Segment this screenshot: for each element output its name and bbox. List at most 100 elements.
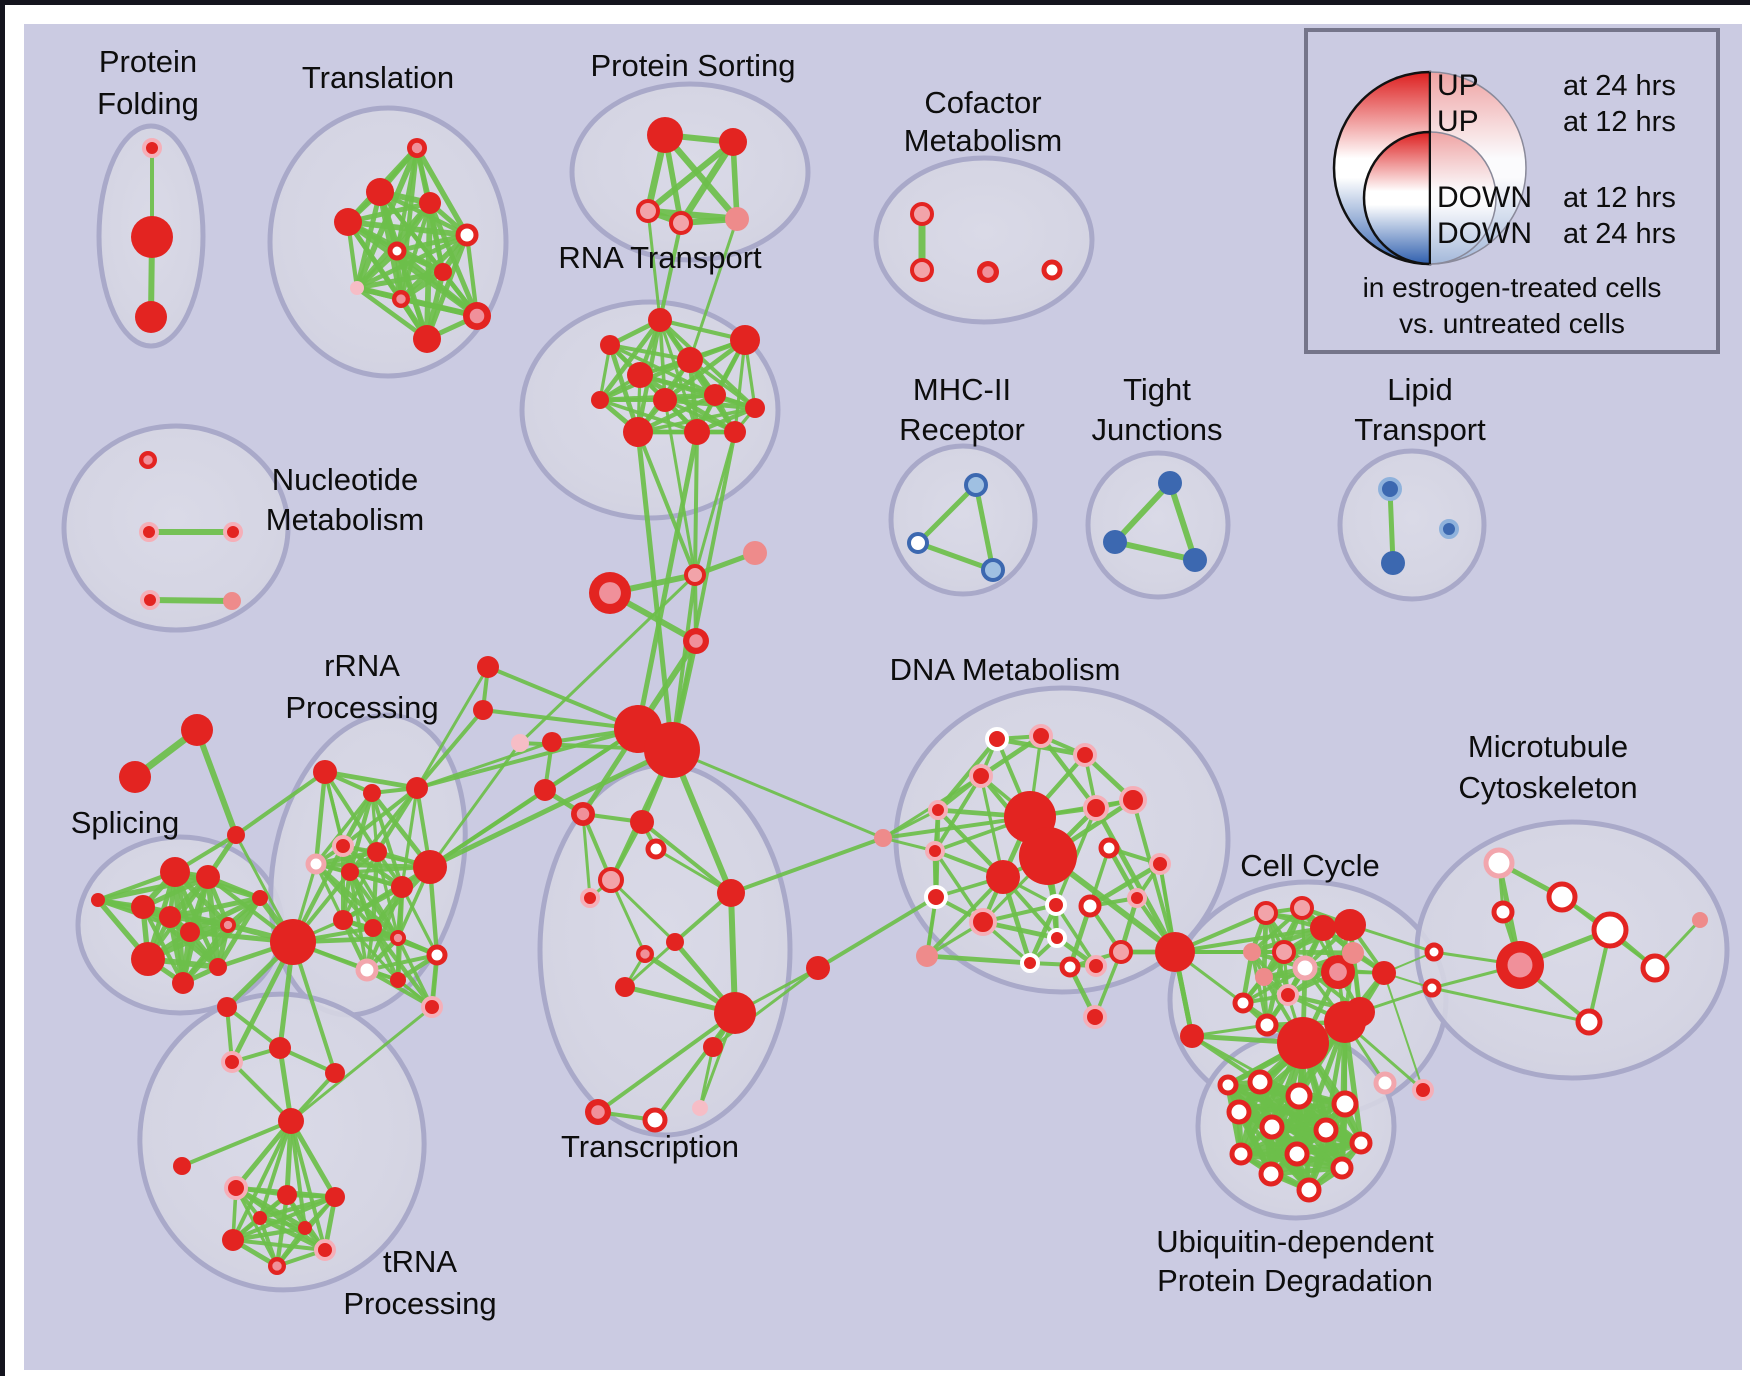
gene-node-189 [421, 996, 443, 1018]
page-border-top [0, 0, 1750, 5]
network-edge [167, 895, 263, 920]
gene-node-19 [910, 202, 934, 226]
gene-node-85 [477, 656, 499, 678]
gene-node-140 [1127, 888, 1147, 908]
network-edge [670, 748, 885, 840]
network-edge [481, 708, 640, 731]
network-edge [231, 1195, 337, 1242]
network-edge [234, 770, 327, 837]
gene-node-12-center [469, 308, 485, 324]
cluster-bubble-tight-junctions [1085, 450, 1231, 600]
network-edge [1225, 1082, 1364, 1146]
gene-node-61 [159, 906, 181, 928]
gene-node-114 [703, 1037, 723, 1057]
gene-node-36 [743, 541, 767, 565]
gene-node-49 [1439, 519, 1459, 539]
gene-node-120 [1073, 743, 1097, 767]
gene-node-171 [1229, 1142, 1253, 1166]
network-edge [646, 209, 662, 322]
network-edge [1225, 1082, 1274, 1177]
gene-node-180 [1546, 881, 1578, 913]
network-edge [670, 573, 697, 752]
cluster-bubble-rna-transport [519, 299, 781, 521]
gene-node-175 [1296, 1177, 1322, 1203]
gene-node-83 [355, 958, 379, 982]
gene-node-26 [677, 347, 703, 373]
gene-node-110-center [640, 949, 650, 959]
gene-node-13 [413, 325, 441, 353]
cluster-bubble-microtubule-cytoskeleton [1414, 819, 1730, 1081]
gene-node-147 [1254, 901, 1278, 925]
cluster-bubble-cofactor-metabolism [873, 155, 1095, 325]
gene-node-129 [924, 885, 948, 909]
gene-node-186 [1640, 953, 1670, 983]
gene-node-14 [647, 117, 683, 153]
legend-inner-circle-left-half [1362, 130, 1432, 266]
gene-node-151 [1310, 915, 1336, 941]
network-edge [257, 1215, 328, 1253]
gene-node-5 [334, 208, 362, 236]
network-edge [341, 786, 419, 848]
gene-node-125 [1019, 827, 1077, 885]
gene-node-64 [131, 942, 165, 976]
gene-node-66 [209, 958, 227, 976]
gene-node-51 [139, 522, 159, 542]
cluster-label-rna-transport: RNA Transport [558, 240, 762, 275]
network-edge [230, 1225, 308, 1243]
gene-node-73 [332, 835, 354, 857]
gene-node-184 [1422, 978, 1442, 998]
gene-node-88 [217, 997, 237, 1017]
cluster-label-mhc-ii-receptor: MHC-II [913, 372, 1011, 407]
legend-caption-line2: vs. untreated cells [1399, 308, 1625, 339]
network-edge [258, 1216, 307, 1230]
gene-node-119 [1029, 724, 1053, 748]
gene-node-113 [714, 992, 756, 1034]
gene-node-44 [1158, 471, 1182, 495]
gene-node-60 [131, 895, 155, 919]
gene-node-28 [704, 384, 726, 406]
gene-node-153 [1292, 955, 1318, 981]
cluster-label-transcription: Transcription [561, 1129, 739, 1164]
gene-node-142 [1109, 940, 1133, 964]
gene-node-112 [615, 977, 635, 997]
gene-node-150 [1272, 940, 1296, 964]
network-edge [623, 940, 677, 989]
gene-node-122 [928, 800, 948, 820]
gene-node-48 [1381, 551, 1405, 575]
network-edge [354, 285, 430, 342]
network-edge [1225, 1082, 1345, 1171]
gene-node-80 [364, 919, 382, 937]
legend-up-12-dir: UP [1437, 105, 1479, 138]
gene-node-0 [142, 138, 162, 158]
gene-node-68 [91, 893, 105, 907]
network-edge [194, 727, 239, 838]
cluster-label-translation: Translation [302, 60, 454, 95]
network-edge [640, 820, 733, 895]
gene-node-162 [1342, 942, 1364, 964]
cluster-label-microtubule-cytoskeleton: Cytoskeleton [1458, 770, 1637, 805]
network-edge [1383, 972, 1424, 1091]
gene-node-105 [580, 888, 600, 908]
network-edge [147, 597, 235, 604]
gene-node-47 [1378, 477, 1402, 501]
gene-node-58 [160, 857, 190, 887]
gene-node-178 [1217, 1074, 1239, 1096]
gene-node-164 [1247, 1069, 1273, 1095]
network-edge [225, 1005, 282, 1050]
gene-node-92 [278, 1108, 304, 1134]
gene-node-121 [969, 764, 993, 788]
network-edge [729, 836, 885, 895]
gene-node-149 [1243, 943, 1261, 961]
gene-node-143 [1059, 956, 1081, 978]
gene-node-38-center [689, 634, 703, 648]
gene-node-145 [1083, 1005, 1107, 1029]
gene-node-50-center [143, 455, 153, 465]
network-edge [231, 1238, 327, 1252]
gene-node-126 [986, 860, 1020, 894]
gene-node-102 [542, 732, 562, 752]
gene-node-99-center [272, 1261, 282, 1271]
network-edge [1430, 986, 1591, 1024]
gene-node-139 [1149, 853, 1171, 875]
network-edge [258, 1119, 293, 1220]
gene-node-67 [252, 890, 268, 906]
